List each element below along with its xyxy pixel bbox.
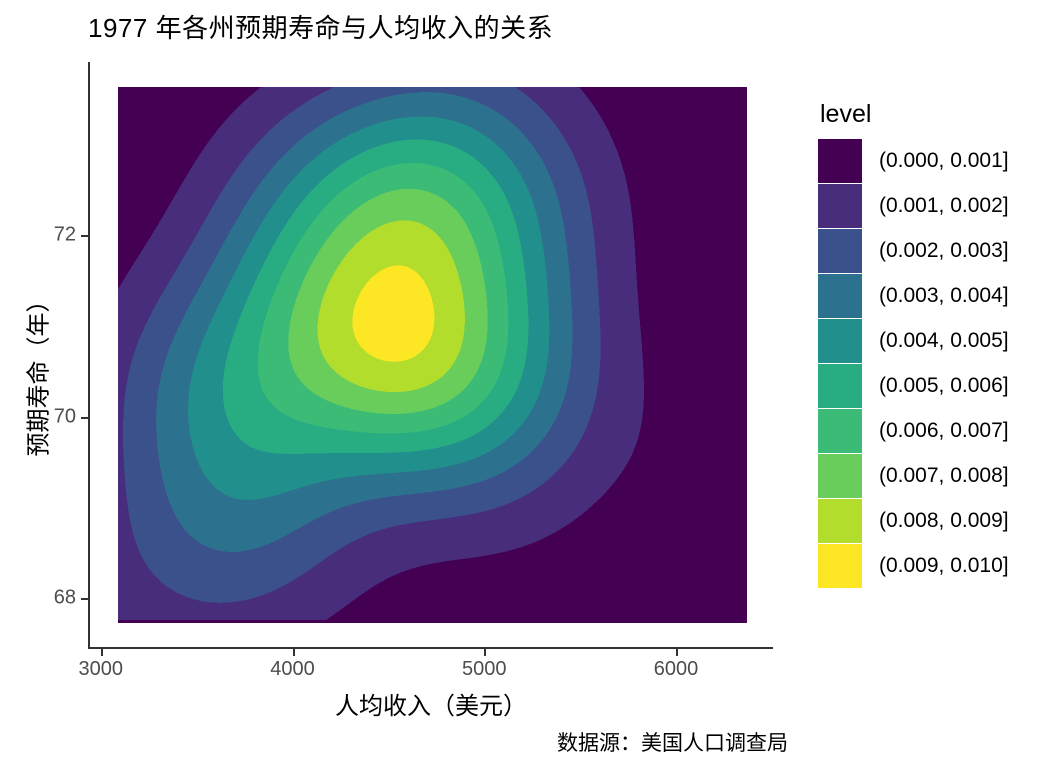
legend-item-label: (0.001, 0.002] bbox=[879, 194, 1009, 218]
x-tick-label: 4000 bbox=[270, 658, 315, 681]
x-tick-mark bbox=[484, 649, 486, 656]
y-tick-mark bbox=[81, 598, 88, 600]
legend-item-label: (0.002, 0.003] bbox=[879, 239, 1009, 263]
x-axis-title: 人均收入（美元） bbox=[89, 686, 773, 721]
x-tick-label: 6000 bbox=[654, 658, 699, 681]
y-axis-line bbox=[88, 62, 90, 649]
legend-item-label: (0.000, 0.001] bbox=[879, 149, 1009, 173]
page-title: 1977 年各州预期寿命与人均收入的关系 bbox=[88, 8, 553, 45]
legend-item-label: (0.005, 0.006] bbox=[879, 374, 1009, 398]
contour-plot-panel bbox=[118, 87, 747, 623]
legend-item-label: (0.003, 0.004] bbox=[879, 284, 1009, 308]
y-tick-label: 68 bbox=[54, 586, 76, 609]
legend-item[interactable]: (0.004, 0.005] bbox=[818, 318, 1048, 363]
legend-item[interactable]: (0.002, 0.003] bbox=[818, 228, 1048, 273]
legend-swatch-icon bbox=[818, 364, 862, 408]
legend-item-label: (0.004, 0.005] bbox=[879, 329, 1009, 353]
x-tick-label: 5000 bbox=[462, 658, 507, 681]
legend: level (0.000, 0.001] (0.001, 0.002] (0.002… bbox=[818, 100, 1048, 588]
legend-item[interactable]: (0.003, 0.004] bbox=[818, 273, 1048, 318]
legend-swatch-icon bbox=[818, 544, 862, 588]
legend-item-label: (0.009, 0.010] bbox=[879, 554, 1009, 578]
legend-item-label: (0.006, 0.007] bbox=[879, 419, 1009, 443]
y-tick-label: 72 bbox=[54, 224, 76, 247]
legend-item[interactable]: (0.000, 0.001] bbox=[818, 138, 1048, 183]
x-tick-label: 3000 bbox=[78, 658, 123, 681]
y-tick-label: 70 bbox=[54, 405, 76, 428]
legend-swatch-icon bbox=[818, 229, 862, 273]
legend-item[interactable]: (0.001, 0.002] bbox=[818, 183, 1048, 228]
legend-item-list: (0.000, 0.001] (0.001, 0.002] (0.002, 0.00… bbox=[818, 138, 1048, 588]
legend-item[interactable]: (0.009, 0.010] bbox=[818, 543, 1048, 588]
legend-item[interactable]: (0.008, 0.009] bbox=[818, 498, 1048, 543]
y-tick-mark bbox=[81, 235, 88, 237]
legend-swatch-icon bbox=[818, 139, 862, 183]
legend-swatch-icon bbox=[818, 499, 862, 543]
y-tick-mark bbox=[81, 417, 88, 419]
legend-swatch-icon bbox=[818, 274, 862, 318]
x-tick-mark bbox=[676, 649, 678, 656]
legend-item[interactable]: (0.006, 0.007] bbox=[818, 408, 1048, 453]
legend-swatch-icon bbox=[818, 319, 862, 363]
x-tick-mark bbox=[293, 649, 295, 656]
legend-swatch-icon bbox=[818, 454, 862, 498]
x-axis-line bbox=[89, 647, 773, 649]
legend-title: level bbox=[820, 100, 1048, 128]
chart-caption: 数据源：美国人口调查局 bbox=[557, 727, 788, 757]
legend-item-label: (0.007, 0.008] bbox=[879, 464, 1009, 488]
legend-item-label: (0.008, 0.009] bbox=[879, 509, 1009, 533]
x-tick-mark bbox=[101, 649, 103, 656]
legend-item[interactable]: (0.005, 0.006] bbox=[818, 363, 1048, 408]
contour-density-svg bbox=[118, 87, 747, 623]
legend-swatch-icon bbox=[818, 184, 862, 228]
legend-item[interactable]: (0.007, 0.008] bbox=[818, 453, 1048, 498]
y-axis-title: 预期寿命（年） bbox=[19, 263, 54, 483]
legend-swatch-icon bbox=[818, 409, 862, 453]
